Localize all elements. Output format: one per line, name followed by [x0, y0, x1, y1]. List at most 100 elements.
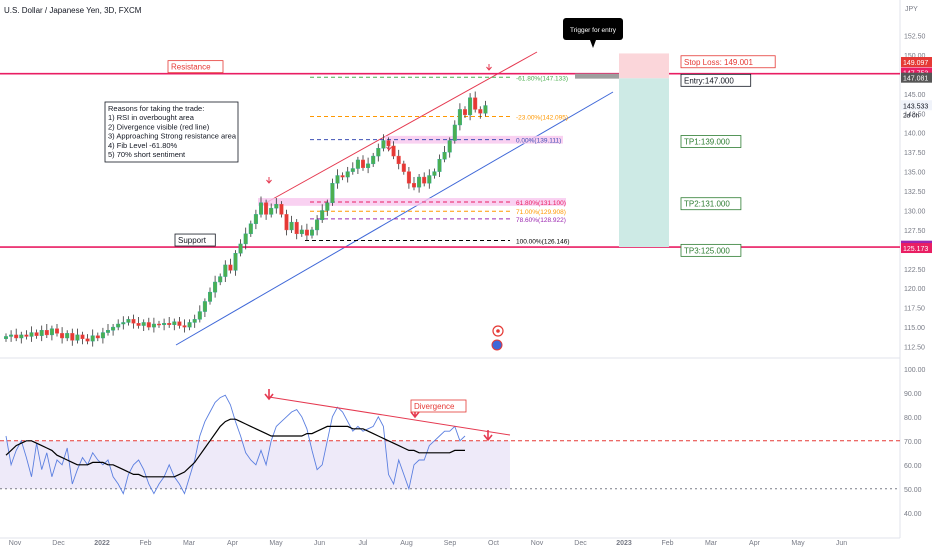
- price-axis-badge-text: 143.533: [903, 103, 928, 110]
- candle: [207, 291, 212, 302]
- price-tick-label: 142.50: [904, 111, 926, 118]
- candle: [468, 97, 473, 116]
- rsi-ma-line: [5, 418, 465, 478]
- time-tick-label: May: [269, 540, 283, 547]
- time-tick-label: Feb: [139, 540, 151, 547]
- trigger-callout-pointer: [590, 40, 596, 48]
- candle: [422, 176, 427, 184]
- reasons-box: [104, 101, 239, 163]
- price-axis-badge-text: 149.097: [903, 60, 928, 67]
- price-tick-label: 122.50: [904, 267, 926, 274]
- candle: [70, 333, 75, 341]
- candle: [60, 333, 65, 339]
- candle: [121, 322, 126, 325]
- peak-arrow-icon: [386, 144, 392, 151]
- candle: [452, 124, 457, 141]
- candle: [340, 175, 345, 178]
- divergence-label: Divergence: [414, 402, 455, 411]
- fib-level-label: 0.00%(139.111): [516, 138, 561, 145]
- time-tick-label: Jun: [314, 540, 325, 547]
- us-flag-event-icon[interactable]: [491, 339, 503, 351]
- candle: [223, 264, 228, 277]
- support-label: Support: [178, 236, 207, 245]
- tp1-label-box: [680, 135, 742, 148]
- price-tick-label: 145.00: [904, 92, 926, 99]
- candle: [335, 175, 340, 184]
- rsi-tick-label: 90.00: [904, 391, 922, 398]
- candle: [39, 330, 44, 336]
- candle: [371, 155, 376, 165]
- time-tick-label: Aug: [400, 540, 413, 547]
- price-tick-label: 135.00: [904, 170, 926, 177]
- fib-level-label: 61.80%(131.100): [516, 200, 566, 207]
- candle: [55, 328, 60, 334]
- candle: [172, 321, 177, 325]
- divergence-label-box: [410, 399, 467, 413]
- fib-level-label: 100.00%(126.146): [516, 238, 570, 245]
- price-tick-label: 127.50: [904, 228, 926, 235]
- price-tick-label: 120.00: [904, 286, 926, 293]
- candle: [248, 223, 253, 235]
- candle: [136, 323, 141, 326]
- candle: [65, 333, 70, 339]
- rsi-series-line: [5, 394, 466, 495]
- candle: [483, 105, 488, 114]
- price-axis-badge: [901, 57, 932, 68]
- candle: [141, 322, 146, 326]
- time-tick-label: Jul: [359, 540, 368, 547]
- time-tick-label: Oct: [488, 540, 499, 547]
- candle: [146, 322, 151, 328]
- candle: [19, 334, 24, 339]
- candle: [345, 171, 350, 178]
- candle: [233, 253, 238, 271]
- rsi-tick-label: 80.00: [904, 415, 922, 422]
- resistance-label: Resistance: [171, 63, 211, 72]
- candle: [427, 175, 432, 184]
- price-axis-badge: [901, 72, 932, 83]
- trigger-callout-text: Trigger for entry: [570, 27, 617, 34]
- candle: [417, 176, 422, 188]
- entry-trigger-bar: [575, 73, 619, 79]
- candle: [80, 334, 85, 339]
- time-tick-label: Apr: [227, 540, 239, 547]
- candle: [376, 148, 381, 157]
- time-tick-label: Mar: [183, 540, 196, 547]
- candle: [187, 322, 192, 328]
- fib-level-label: -61.80%(147.133): [516, 75, 568, 82]
- candle: [90, 335, 95, 342]
- reasons-line: 3) Approaching Strong resistance area: [108, 132, 237, 141]
- candle: [202, 301, 207, 312]
- candle: [437, 158, 442, 172]
- rsi-tick-label: 60.00: [904, 463, 922, 470]
- tp1-label: TP1:139.000: [684, 138, 730, 147]
- price-axis-badge-text: 147.081: [903, 76, 928, 83]
- take-profit-zone: [619, 78, 669, 248]
- divergence-arrow-icon: [483, 430, 493, 442]
- candle: [238, 243, 243, 254]
- fib-level-label: 78.60%(128.922): [516, 217, 566, 224]
- resistance-label-box: [167, 60, 224, 74]
- price-tick-label: 137.50: [904, 150, 926, 157]
- divergence-line: [268, 396, 511, 436]
- candle: [432, 171, 437, 176]
- fib-level-label: -23.00%(142.095): [516, 114, 568, 121]
- fib-level-label: 71.00%(129.908): [516, 209, 566, 216]
- candle: [177, 321, 182, 326]
- candle: [44, 330, 49, 336]
- candle: [264, 202, 269, 215]
- candle: [228, 264, 233, 271]
- candle: [131, 319, 136, 324]
- candle: [457, 109, 462, 126]
- candle: [325, 202, 330, 211]
- candle: [218, 276, 223, 283]
- candle: [243, 233, 248, 245]
- reasons-line: 1) RSI in overbought area: [108, 113, 195, 122]
- time-tick-label: May: [791, 540, 805, 547]
- time-tick-label: Dec: [52, 540, 65, 547]
- price-countdown: 2d 0h: [903, 112, 920, 119]
- candle: [253, 214, 258, 224]
- price-tick-label: 130.00: [904, 208, 926, 215]
- reasons-line: 2) Divergence visible (red line): [108, 122, 210, 131]
